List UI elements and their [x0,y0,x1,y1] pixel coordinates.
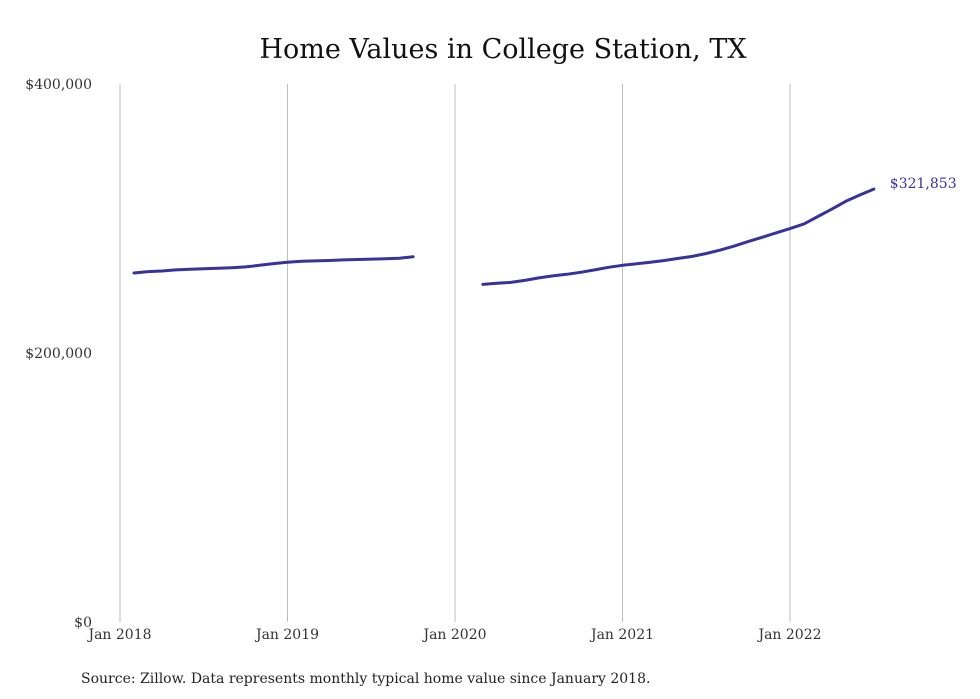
y-tick-label: $0 [74,615,92,631]
y-tick-label: $400,000 [25,77,92,93]
y-tick-label: $200,000 [25,346,92,362]
x-tick-label: Jan 2018 [86,627,151,643]
chart-title: Home Values in College Station, TX [259,34,747,65]
x-axis: Jan 2018 Jan 2019 Jan 2020 Jan 2021 Jan 2022 [86,627,821,643]
series-layer [132,187,876,286]
source-note: Source: Zillow. Data represents monthly … [81,671,650,687]
x-tick-label: Jan 2019 [254,627,319,643]
series-line-segment-0 [132,255,415,275]
x-tick-label: Jan 2020 [421,627,486,643]
y-axis: $0 $200,000 $400,000 [25,77,92,631]
x-tick-label: Jan 2022 [756,627,821,643]
gridlines [119,84,791,622]
last-value-label: $321,853 [890,176,957,192]
series-line-segment-1 [481,187,876,286]
x-tick-label: Jan 2021 [589,627,654,643]
